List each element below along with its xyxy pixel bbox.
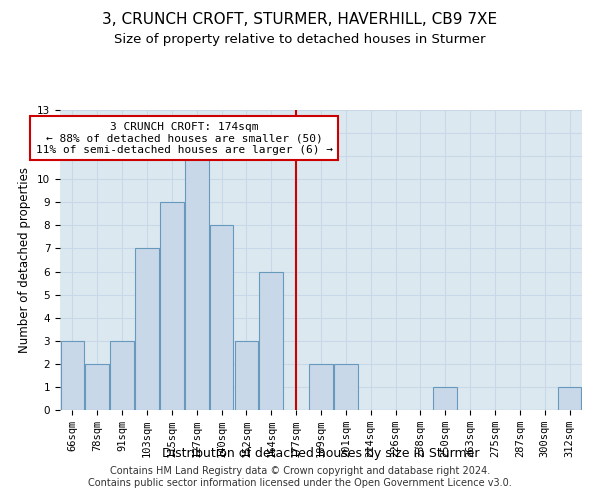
Bar bbox=[235, 341, 258, 410]
Text: 3 CRUNCH CROFT: 174sqm
← 88% of detached houses are smaller (50)
11% of semi-det: 3 CRUNCH CROFT: 174sqm ← 88% of detached… bbox=[36, 122, 333, 154]
Bar bbox=[309, 364, 333, 410]
Bar bbox=[110, 341, 134, 410]
Bar bbox=[160, 202, 184, 410]
Text: Contains HM Land Registry data © Crown copyright and database right 2024.
Contai: Contains HM Land Registry data © Crown c… bbox=[88, 466, 512, 487]
Bar bbox=[259, 272, 283, 410]
Bar bbox=[433, 387, 457, 410]
Y-axis label: Number of detached properties: Number of detached properties bbox=[19, 167, 31, 353]
Bar bbox=[210, 226, 233, 410]
Bar bbox=[61, 341, 84, 410]
Bar bbox=[558, 387, 581, 410]
Bar bbox=[135, 248, 159, 410]
Bar bbox=[185, 156, 209, 410]
Text: 3, CRUNCH CROFT, STURMER, HAVERHILL, CB9 7XE: 3, CRUNCH CROFT, STURMER, HAVERHILL, CB9… bbox=[103, 12, 497, 28]
Text: Size of property relative to detached houses in Sturmer: Size of property relative to detached ho… bbox=[114, 32, 486, 46]
Bar bbox=[334, 364, 358, 410]
Bar bbox=[85, 364, 109, 410]
Text: Distribution of detached houses by size in Sturmer: Distribution of detached houses by size … bbox=[162, 448, 480, 460]
